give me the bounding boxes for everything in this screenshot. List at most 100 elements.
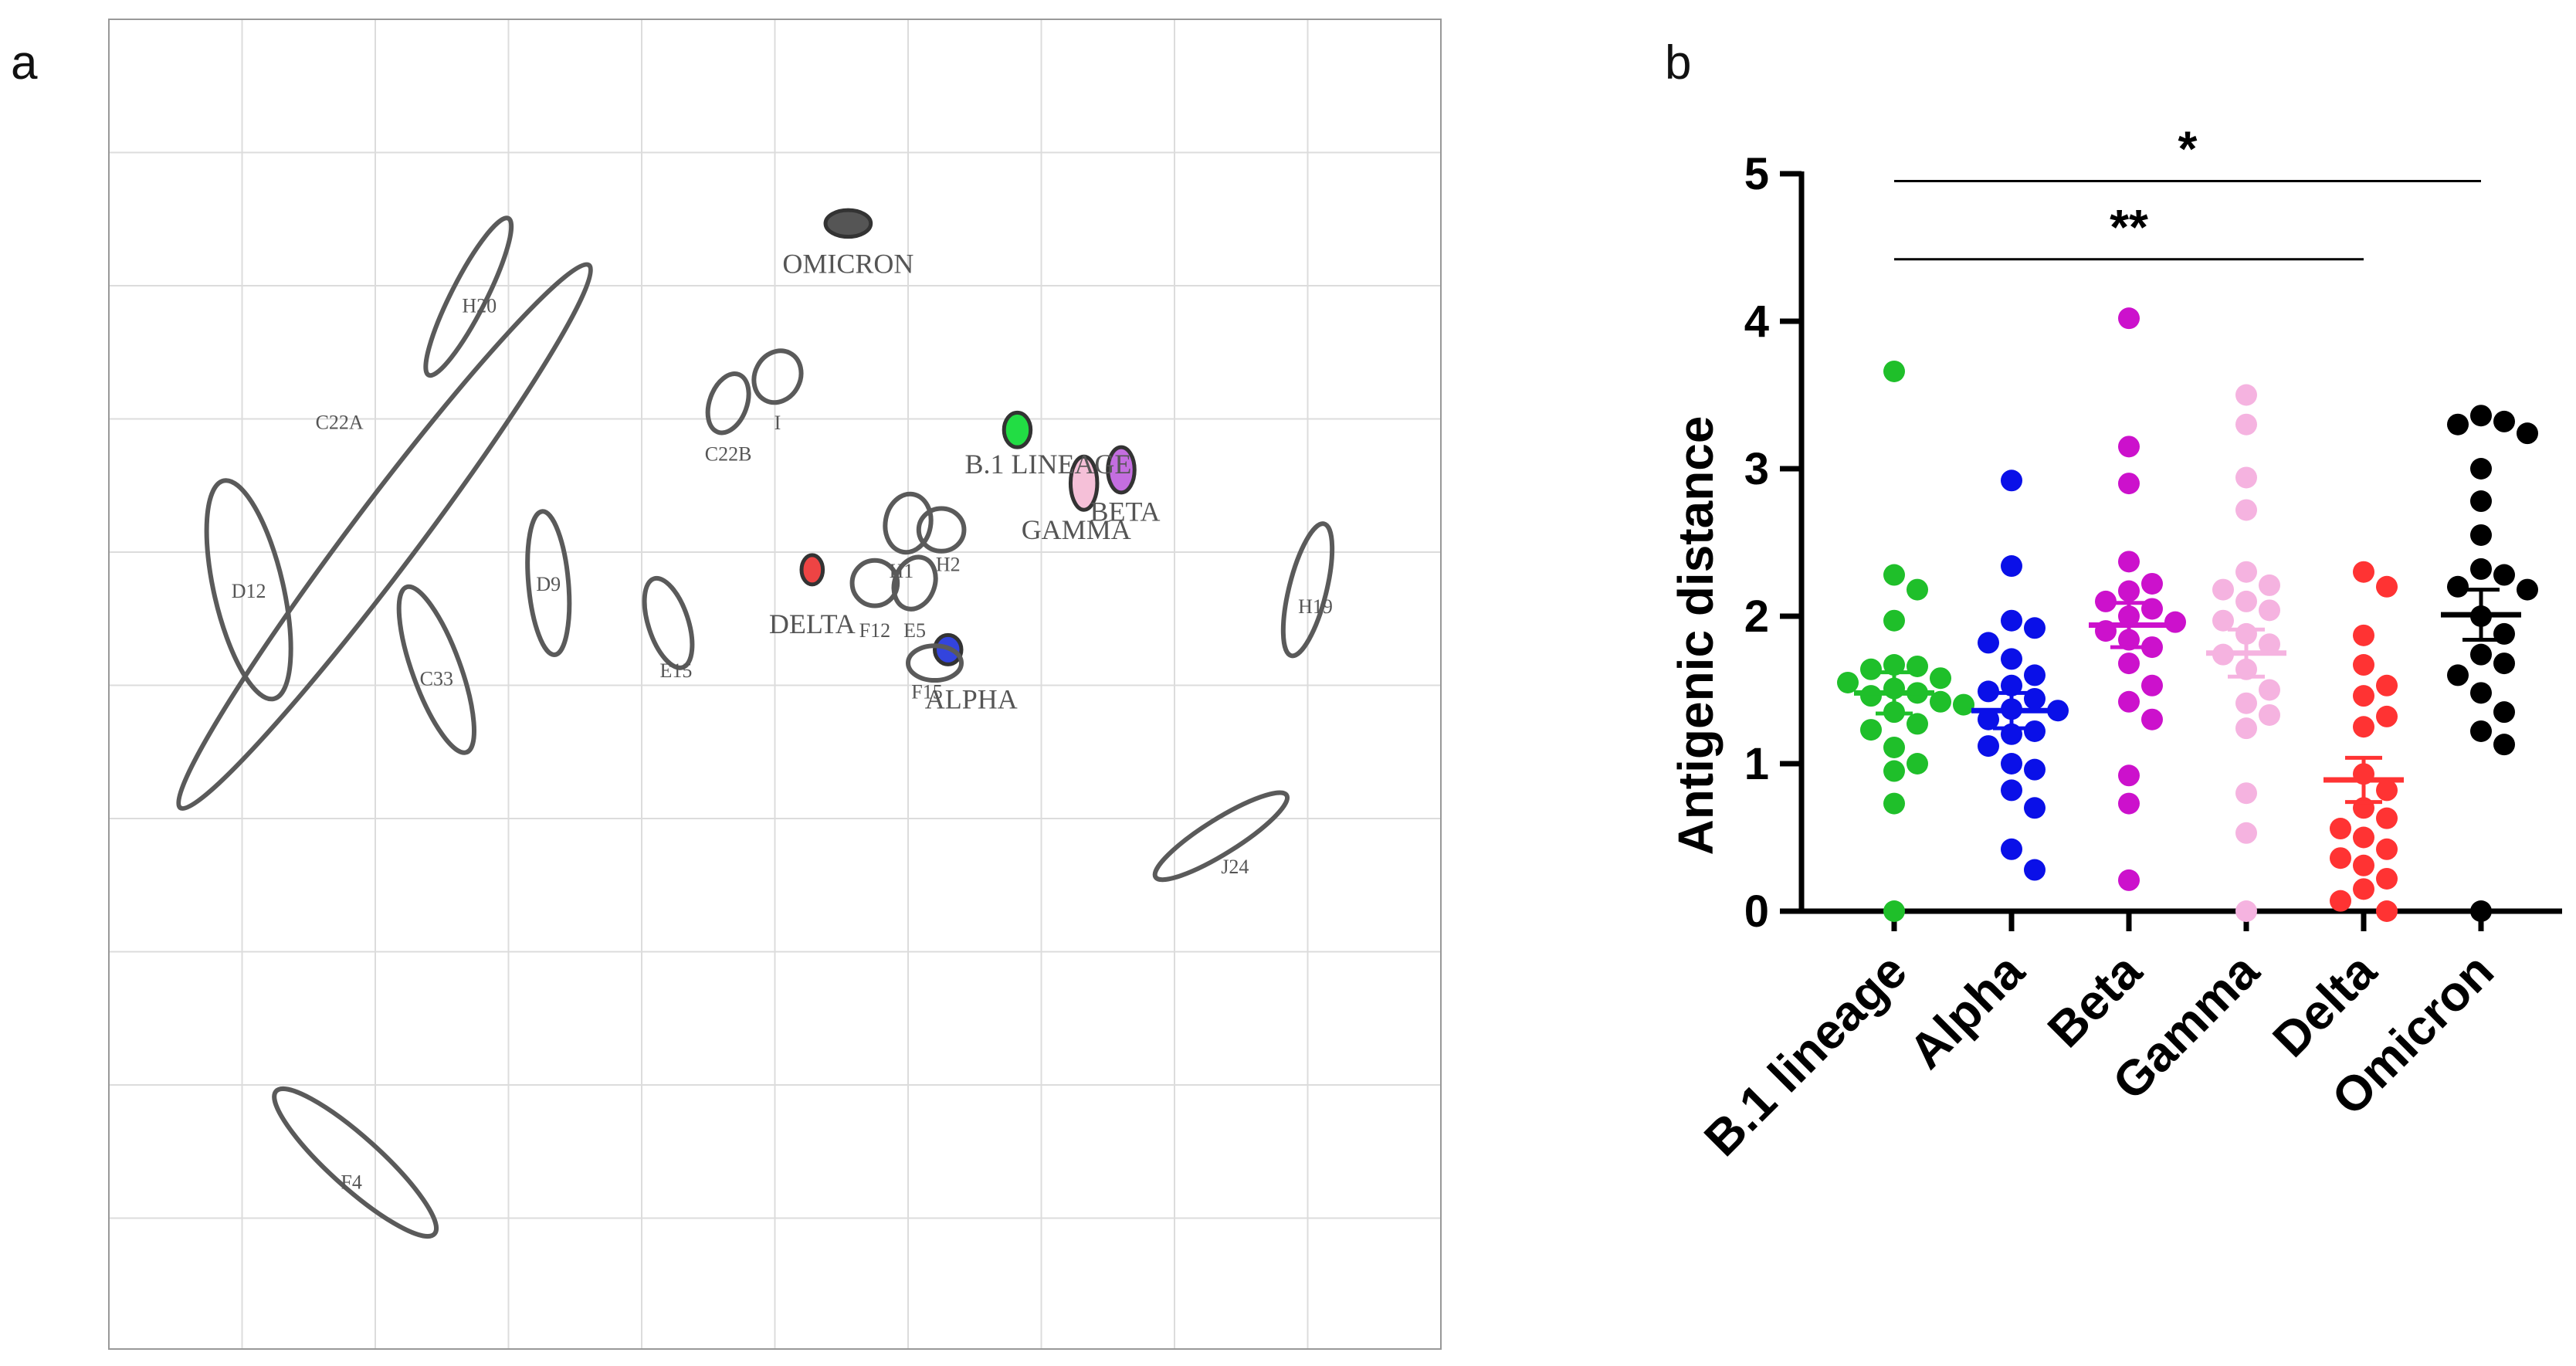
data-point-omicron [2470,720,2492,742]
antigenic-distance-plot: Antigenic distance 0 1 2 3 4 5 B.1 lineageAlp… [1668,121,2562,1167]
h20-ellipse [423,215,514,378]
data-point-gamma [2235,717,2257,740]
data-point-alpha [1978,735,1999,758]
data-point-beta [2118,764,2140,787]
data-point-beta [2118,652,2140,675]
map-grid [109,19,1441,1349]
data-point-gamma [2259,703,2280,726]
e5-ellipse [891,554,938,612]
data-point-delta [2353,878,2374,900]
data-point-gamma [2235,466,2257,489]
e15-ellipse [642,575,695,670]
i-ellipse [751,348,804,405]
significance-brackets: *** [1894,121,2481,261]
data-point-b-1-lineage [1930,690,1951,713]
data-point-alpha [2001,469,2022,492]
d12-ellipse [204,478,293,702]
data-point-alpha [2024,664,2046,686]
data-point-b-1-lineage [1883,609,1905,632]
data-point-omicron [2493,410,2515,432]
antigen-ellipse [176,262,594,812]
d9-ellipse [525,509,572,657]
data-point-beta [2164,611,2186,633]
data-point-delta [2376,575,2398,598]
data-point-gamma [2235,561,2257,583]
data-point-alpha [2024,617,2046,639]
e5-label: E5 [903,619,926,642]
gamma-label: GAMMA [1022,514,1131,545]
data-point-gamma [2235,384,2257,406]
data-point-omicron [2447,575,2469,598]
data-point-alpha [2024,859,2046,881]
data-point-beta [2118,436,2140,458]
data-point-omicron [2470,643,2492,666]
i-label: I [774,412,781,434]
data-point-b-1-lineage [1930,667,1951,690]
category-label-alpha: Alpha [1898,943,2035,1080]
data-point-alpha [2024,797,2046,819]
j24-label: J24 [1221,856,1249,878]
data-point-b-1-lineage [1883,792,1905,815]
data-point-gamma [2259,679,2280,701]
data-point-alpha [1978,680,1999,703]
data-point-omicron [2493,564,2515,586]
data-point-gamma [2235,413,2257,436]
data-point-alpha [2001,674,2022,697]
data-point-alpha [2047,700,2069,722]
data-point-alpha [1978,632,1999,654]
data-point-gamma [2212,609,2234,632]
f12-ellipse [849,558,900,608]
data-point-alpha [2001,648,2022,670]
data-point-delta [2330,818,2351,840]
alpha-label: ALPHA [925,683,1018,714]
data-point-delta [2330,890,2351,912]
panel-a-letter: a [11,36,38,90]
d9-label: D9 [536,573,561,595]
panel-b-letter: b [1665,36,1691,90]
antigen-ellipse [916,506,967,554]
data-point-delta [2376,779,2398,802]
data-point-b-1-lineage [1883,564,1905,586]
data-point-b-1-lineage [1883,736,1905,758]
data-point-b-1-lineage [1860,719,1882,741]
data-point-gamma [2235,692,2257,714]
data-point-omicron [2470,900,2492,922]
data-point-delta [2376,674,2398,697]
data-point-gamma [2259,599,2280,622]
data-point-alpha [2001,838,2022,860]
data-point-omicron [2517,422,2538,445]
data-point-gamma [2235,590,2257,612]
data-point-delta [2353,654,2374,676]
data-point-omicron [2470,524,2492,546]
f4-ellipse [272,1086,439,1239]
delta-ellipse [799,553,825,587]
data-point-beta [2118,473,2140,495]
beta-ellipse [1106,445,1137,495]
data-point-delta [2353,561,2374,583]
data-point-gamma [2212,578,2234,601]
data-point-gamma [2235,822,2257,844]
significance-marker: ** [2110,199,2148,255]
category-label-b-1-lineage: B.1 lineage [1693,943,1917,1167]
data-point-beta [2141,636,2163,659]
y-axis: 0 1 2 3 4 5 [1744,149,1805,937]
data-point-gamma [2235,499,2257,521]
data-point-omicron [2470,490,2492,513]
data-point-gamma [2235,900,2257,922]
data-points [1837,307,2538,922]
mean-sem-bars [1854,588,2521,805]
antigenic-map: H20 C22A D12 C33 D9 E15 C22B I OMICRON B.1 LINEAG… [108,19,1442,1350]
h2-label: H2 [936,553,961,575]
omicron-label: OMICRON [782,248,913,279]
data-point-beta [2118,307,2140,330]
c22a-label: C22A [316,411,364,433]
h20-label: H20 [462,294,497,317]
data-point-gamma [2235,782,2257,805]
gamma-ellipse [1068,454,1100,512]
data-point-delta [2353,854,2374,876]
data-point-delta [2330,847,2351,869]
y-tick-label: 0 [1744,886,1769,937]
data-point-alpha [1978,708,1999,730]
omicron-ellipse [823,208,873,239]
j24-ellipse [1152,790,1290,883]
